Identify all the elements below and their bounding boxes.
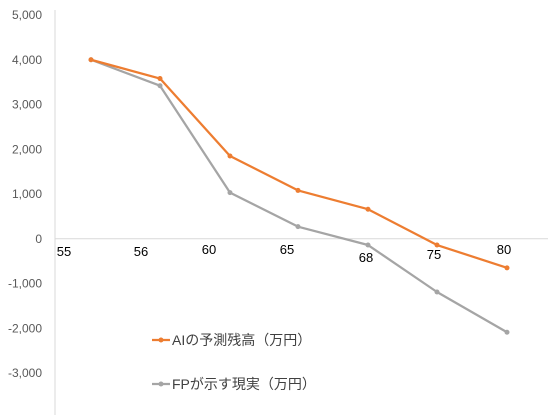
legend-label: FPが示す現実（万円） <box>172 376 316 392</box>
data-point <box>434 289 440 295</box>
data-point <box>504 329 510 335</box>
legend-marker <box>158 337 164 343</box>
y-tick-label: -3,000 <box>8 366 42 380</box>
series-line <box>90 58 508 269</box>
series-group <box>88 57 510 335</box>
data-point <box>227 190 233 196</box>
x-tick-label: 55 <box>57 244 71 259</box>
x-axis-tick-labels: 55 56 60 65 68 75 80 <box>57 242 511 265</box>
data-point <box>157 83 163 89</box>
y-tick-label: 3,000 <box>12 98 42 112</box>
data-point <box>434 242 440 248</box>
y-axis-tick-labels: 5,000 4,000 3,000 2,000 1,000 0 -1,000 -2,000 -3… <box>8 8 42 380</box>
legend-item: AIの予測残高（万円） <box>152 332 311 348</box>
y-tick-label: -2,000 <box>8 321 42 335</box>
x-tick-label: 75 <box>427 247 441 262</box>
data-point <box>88 57 94 63</box>
series <box>88 57 510 335</box>
x-tick-label: 65 <box>280 242 294 257</box>
data-point <box>365 206 371 212</box>
legend-label: AIの予測残高（万円） <box>172 332 311 348</box>
legend: AIの予測残高（万円） FPが示す現実（万円） <box>152 332 316 392</box>
data-point <box>227 153 233 159</box>
y-tick-label: 2,000 <box>12 142 42 156</box>
y-tick-label: 4,000 <box>12 53 42 67</box>
x-tick-label: 60 <box>202 242 216 257</box>
x-tick-label: 68 <box>359 250 373 265</box>
x-tick-label: 80 <box>497 242 511 257</box>
y-tick-label: 5,000 <box>12 8 42 22</box>
data-point <box>365 242 371 248</box>
data-point <box>504 265 510 271</box>
legend-item: FPが示す現実（万円） <box>152 376 316 392</box>
data-point <box>295 224 301 230</box>
y-tick-label: 0 <box>35 232 42 246</box>
data-point <box>295 187 301 193</box>
x-tick-label: 56 <box>134 244 148 259</box>
series-line <box>90 58 508 334</box>
series <box>88 57 510 271</box>
data-point <box>157 76 163 82</box>
y-tick-label: -1,000 <box>8 277 42 291</box>
legend-marker <box>158 381 164 387</box>
y-tick-label: 1,000 <box>12 187 42 201</box>
